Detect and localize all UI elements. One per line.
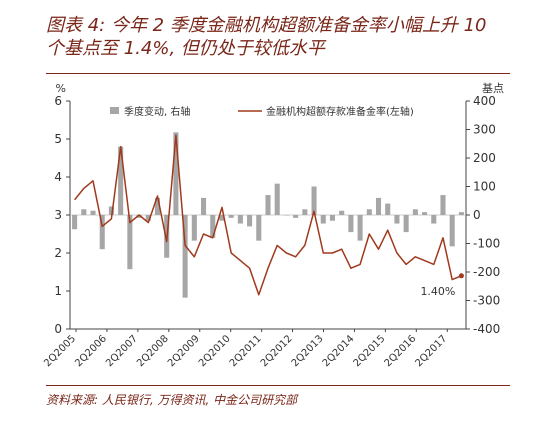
bar-quarterly-change [256,215,262,241]
right-tick-label: -300 [473,294,500,308]
bar-quarterly-change [237,215,243,224]
chart-title-line1: 图表 4: 今年 2 季度金融机构超额准备金率小幅上升 10 [46,15,487,36]
left-tick-label: 1 [54,284,62,298]
x-tick-label: 2Q2014 [321,333,357,369]
bar-quarterly-change [191,215,197,241]
right-tick-label: -400 [473,322,500,336]
bar-quarterly-change [136,215,142,218]
x-tick-label: 2Q2009 [166,333,202,369]
source-divider [46,385,510,386]
right-tick-label: 400 [473,94,496,108]
bar-quarterly-change [348,215,354,233]
x-tick-label: 2Q2006 [73,333,109,369]
x-tick-label: 2Q2016 [383,333,419,369]
bar-quarterly-change [118,146,124,215]
right-tick-label: 0 [473,208,481,222]
bar-quarterly-change [210,215,216,238]
right-tick-label: 200 [473,151,496,165]
x-tick-label: 2Q2010 [197,333,233,369]
left-tick-label: 4 [54,170,62,184]
legend-bar-swatch [110,107,119,114]
bar-quarterly-change [357,215,363,241]
bar-quarterly-change [90,210,96,215]
right-tick-label: 100 [473,180,496,194]
left-tick-label: 6 [54,94,62,108]
x-tick-label: 2Q2012 [259,333,295,369]
bar-quarterly-change [394,215,400,224]
x-tick-label: 2Q2011 [228,333,264,369]
bar-quarterly-change [431,215,437,224]
source-note: 资料来源: 人民银行, 万得资讯, 中金公司研究部 [46,393,298,407]
bar-quarterly-change [108,206,114,215]
bar-quarterly-change [403,215,409,233]
bar-quarterly-change [458,212,464,215]
legend-bar-label: 季度变动, 右轴 [124,105,190,118]
bar-quarterly-change [201,197,207,215]
left-tick-label: 2 [54,246,62,260]
bar-quarterly-change [127,215,133,270]
line-excess-reserve-ratio [74,134,462,296]
bar-quarterly-change [302,209,308,215]
bar-quarterly-change [145,215,151,221]
bar-quarterly-change [283,215,289,216]
right-tick-label: -100 [473,237,500,251]
chart-title: 图表 4: 今年 2 季度金融机构超额准备金率小幅上升 10 个基点至 1.4%… [46,14,526,60]
bar-quarterly-change [182,215,188,298]
bar-quarterly-change [440,195,446,215]
bar-quarterly-change [320,215,326,224]
x-tick-label: 2Q2008 [135,333,171,369]
bar-quarterly-change [154,197,161,215]
line-last-point [458,273,464,279]
bar-quarterly-change [219,215,225,221]
legend-line-label: 金融机构超额存款准备金率(左轴) [266,105,414,118]
x-tick-label: 2Q2015 [352,333,388,369]
bar-quarterly-change [385,203,391,215]
left-tick-label: 0 [54,322,62,336]
bar-quarterly-change [366,209,372,215]
bar-quarterly-change [173,132,179,215]
left-tick-label: 3 [54,208,62,222]
bar-quarterly-change [412,209,418,215]
bar-quarterly-change [375,197,382,215]
chart-title-line2: 个基点至 1.4%, 但仍处于较低水平 [46,38,325,59]
right-tick-label: -200 [473,265,500,279]
bar-quarterly-change [247,215,253,227]
x-tick-label: 2Q2017 [414,333,450,369]
left-tick-label: 5 [54,132,62,146]
bar-quarterly-change [311,186,317,215]
right-unit-label: 基点 [482,82,504,95]
title-divider [46,73,510,74]
bar-quarterly-change [293,215,299,218]
bar-quarterly-change [81,209,87,215]
x-tick-label: 2Q2013 [290,333,326,369]
bar-quarterly-change [339,210,345,215]
annotation-last-value: 1.40% [420,285,455,298]
bar-quarterly-change [265,195,271,215]
left-unit-label: % [56,82,66,95]
bar-quarterly-change [422,212,428,215]
x-tick-label: 2Q2007 [104,333,140,369]
bar-quarterly-change [228,215,234,218]
bar-quarterly-change [274,183,280,215]
bar-quarterly-change [99,215,105,250]
bar-quarterly-change [329,215,335,221]
bar-quarterly-change [449,215,455,247]
bar-quarterly-change [72,215,78,230]
right-tick-label: 300 [473,123,496,137]
x-tick-label: 2Q2005 [42,333,78,369]
